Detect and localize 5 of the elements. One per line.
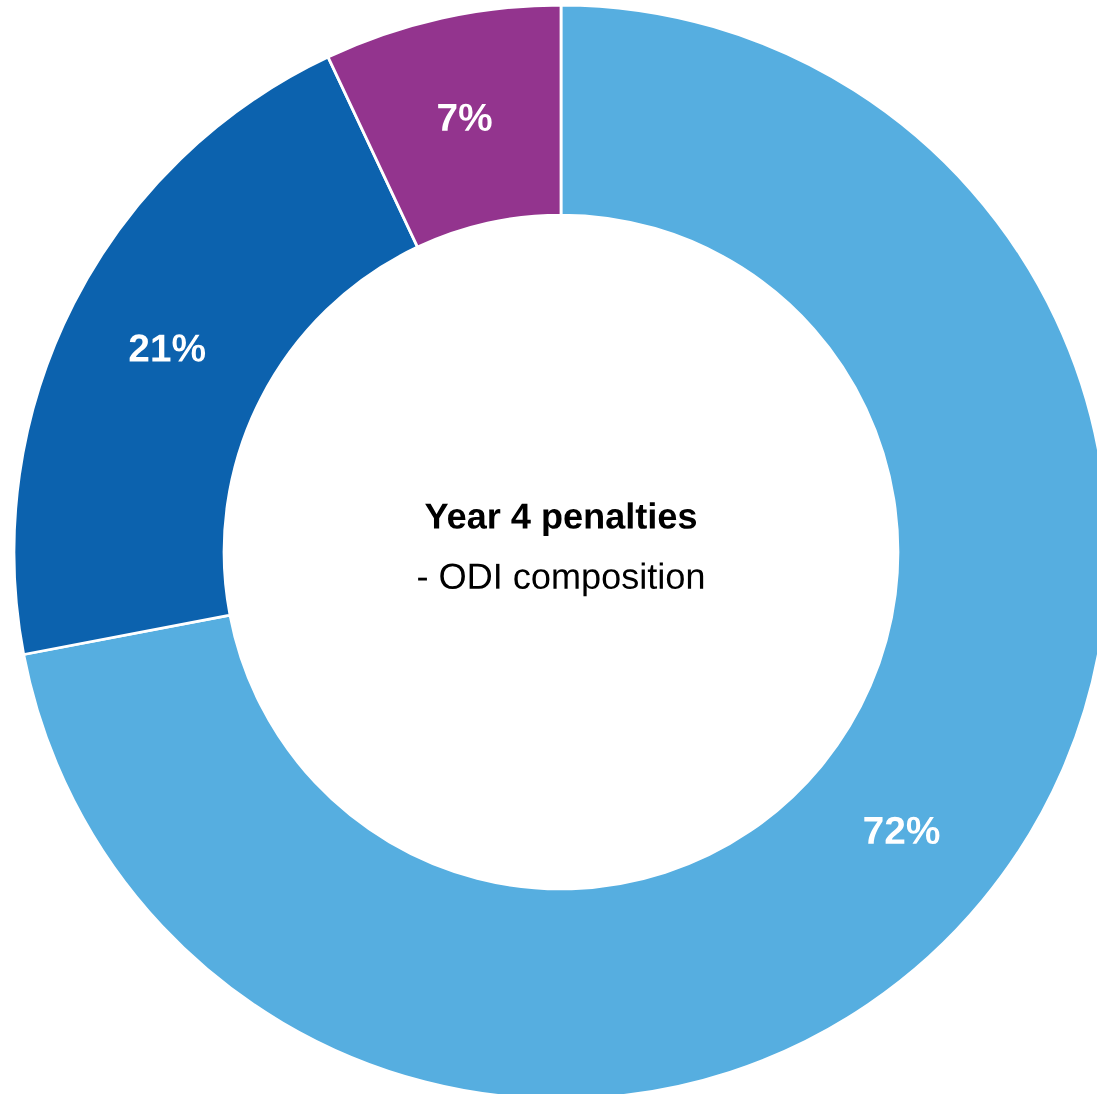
- data-label: 21%: [129, 334, 206, 362]
- text: - ODI composition: [418, 562, 704, 597]
- data-label: 72%: [864, 816, 940, 845]
- text: Year 4 penalties: [425, 502, 697, 537]
- data-label: 7%: [438, 103, 492, 132]
